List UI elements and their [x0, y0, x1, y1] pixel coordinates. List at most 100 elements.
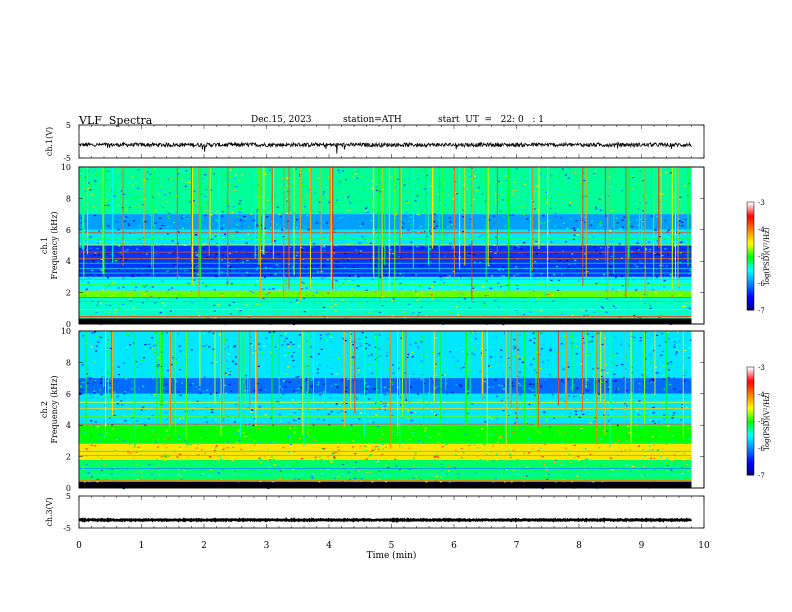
psd-cell [613, 373, 616, 375]
sferic-spike [388, 167, 390, 293]
psd-cell [417, 467, 420, 469]
psd-cell [497, 198, 500, 200]
psd-cell [387, 464, 390, 466]
psd-cell [653, 395, 656, 397]
psd-cell [503, 291, 506, 293]
psd-cell [128, 335, 131, 337]
psd-cell [182, 215, 185, 217]
psd-cell [330, 453, 333, 455]
psd-cell [207, 428, 210, 431]
psd-cell [154, 222, 157, 224]
psd-cell [203, 243, 206, 245]
psd-cell [553, 461, 556, 464]
psd-cell [517, 246, 520, 248]
colorbar-cell [747, 202, 754, 205]
psd-cell [425, 356, 428, 358]
psd-cell [204, 453, 207, 455]
psd-cell [159, 311, 162, 314]
psd-cell [285, 198, 288, 200]
psd-cell [498, 460, 501, 463]
psd-cell [215, 242, 218, 245]
psd-cell [296, 302, 299, 304]
psd-cell [144, 406, 147, 408]
psd-cell [506, 189, 509, 191]
psd-cell [128, 208, 131, 211]
psd-cell [128, 422, 131, 424]
psd-cell [579, 363, 582, 365]
psd-cell [681, 241, 684, 243]
psd-cell [328, 201, 331, 203]
psd-cell [354, 286, 357, 289]
psd-cell [633, 314, 636, 316]
psd-cell [596, 226, 599, 228]
psd-cell [464, 247, 467, 249]
psd-cell [215, 445, 218, 447]
psd-cell [167, 416, 170, 418]
psd-cell [273, 331, 276, 333]
psd-cell [323, 383, 326, 385]
psd-cell [569, 168, 572, 170]
psd-cell [653, 206, 656, 208]
psd-cell [648, 251, 651, 253]
psd-cell [114, 449, 117, 451]
psd-cell [532, 222, 535, 224]
psd-cell [615, 388, 618, 390]
psd-cell [247, 439, 250, 441]
psd-cell [338, 285, 341, 287]
psd-cell [205, 226, 208, 229]
psd-cell [137, 228, 140, 230]
psd-cell [114, 259, 117, 262]
psd-cell [164, 459, 167, 461]
psd-cell [486, 460, 489, 462]
psd-cell [377, 460, 380, 462]
psd-cell [124, 231, 127, 233]
psd-cell [322, 172, 325, 174]
psd-cell [390, 282, 393, 284]
psd-cell [291, 480, 294, 482]
psd-cell [688, 245, 691, 248]
psd-cell [207, 351, 210, 353]
psd-cell [80, 194, 83, 196]
psd-cell [683, 370, 686, 372]
psd-cell [610, 396, 613, 398]
psd-cell [221, 215, 224, 217]
psd-cell [109, 190, 112, 192]
psd-cell [648, 354, 651, 356]
psd-cell [269, 351, 272, 353]
psd-cell [95, 345, 98, 347]
psd-cell [123, 362, 126, 364]
psd-cell [670, 362, 673, 364]
psd-cell [653, 457, 656, 459]
psd-cell [217, 236, 220, 238]
psd-cell [365, 388, 368, 390]
psd-cell [409, 224, 412, 226]
psd-cell [327, 345, 330, 347]
psd-cell [365, 210, 368, 212]
colorbar-cell [747, 292, 754, 295]
psd-cell [567, 192, 570, 195]
psd-cell [666, 334, 669, 336]
psd-cell [308, 341, 311, 344]
psd-cell [616, 475, 619, 478]
psd-cell [368, 363, 371, 366]
psd-cell [526, 466, 529, 468]
psd-cell [317, 353, 320, 355]
psd-cell [536, 252, 539, 255]
psd-cell [389, 253, 392, 255]
psd-cell [549, 349, 552, 352]
psd-cell [480, 348, 483, 350]
psd-cell [428, 430, 431, 432]
psd-cell [499, 264, 502, 266]
psd-cell [420, 378, 423, 380]
psd-cell [252, 352, 255, 354]
psd-cell [500, 196, 503, 198]
psd-cell [137, 340, 140, 342]
psd-cell [351, 344, 354, 346]
psd-cell [506, 269, 509, 271]
psd-cell [662, 448, 665, 450]
psd-cell [434, 204, 437, 206]
psd-cell [627, 345, 630, 347]
psd-cell [177, 472, 180, 475]
psd-cell [320, 288, 323, 291]
psd-cell [336, 412, 339, 414]
